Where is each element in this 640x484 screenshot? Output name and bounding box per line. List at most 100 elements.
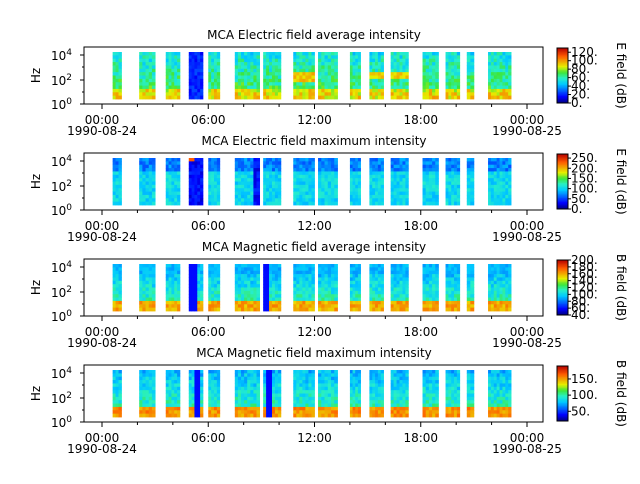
heatmap-cell bbox=[423, 86, 427, 90]
heatmap-cell bbox=[250, 414, 254, 418]
heatmap-cell bbox=[355, 288, 358, 292]
heatmap-cell bbox=[488, 96, 491, 100]
heatmap-cell bbox=[328, 202, 332, 206]
heatmap-cell bbox=[391, 397, 394, 401]
heatmap-cell bbox=[244, 55, 248, 59]
heatmap-cell bbox=[502, 178, 505, 182]
heatmap-cell bbox=[308, 178, 311, 182]
heatmap-cell bbox=[152, 377, 156, 381]
heatmap-cell bbox=[321, 390, 325, 394]
heatmap-cell bbox=[214, 92, 217, 96]
heatmap-cell bbox=[238, 185, 242, 189]
heatmap-cell bbox=[217, 377, 220, 381]
heatmap-cell bbox=[494, 383, 497, 387]
heatmap-cell bbox=[113, 92, 116, 96]
heatmap-cell bbox=[238, 271, 242, 275]
heatmap-cell bbox=[429, 161, 433, 165]
heatmap-cell bbox=[116, 291, 119, 295]
heatmap-cell bbox=[488, 387, 491, 391]
heatmap-cell bbox=[293, 195, 296, 199]
heatmap-cell bbox=[318, 414, 322, 418]
heatmap-cell bbox=[435, 82, 439, 86]
heatmap-cell bbox=[470, 400, 474, 404]
heatmap-cell bbox=[397, 284, 400, 288]
heatmap-cell bbox=[470, 373, 474, 377]
heatmap-cell bbox=[325, 410, 329, 414]
heatmap-cell bbox=[272, 192, 275, 196]
heatmap-cell bbox=[405, 72, 408, 76]
heatmap-cell bbox=[247, 69, 251, 73]
heatmap-cell bbox=[429, 62, 433, 66]
heatmap-cell bbox=[189, 165, 192, 169]
heatmap-cell bbox=[451, 59, 454, 63]
heatmap-cell bbox=[491, 291, 494, 295]
heatmap-cell bbox=[325, 55, 329, 59]
heatmap-cell bbox=[139, 377, 143, 381]
heatmap-cell bbox=[235, 79, 239, 83]
heatmap-cell bbox=[253, 52, 257, 56]
heatmap-cell bbox=[263, 52, 266, 56]
heatmap-cell bbox=[381, 182, 384, 186]
heatmap-cell bbox=[194, 59, 197, 63]
heatmap-cell bbox=[194, 373, 197, 377]
heatmap-cell bbox=[244, 171, 248, 175]
heatmap-cell bbox=[146, 298, 150, 302]
heatmap-cell bbox=[355, 291, 358, 295]
heatmap-cell bbox=[296, 281, 299, 285]
heatmap-cell bbox=[426, 192, 430, 196]
heatmap-cell bbox=[394, 288, 397, 292]
heatmap-cell bbox=[391, 168, 394, 172]
heatmap-cell bbox=[235, 62, 239, 66]
heatmap-cell bbox=[353, 86, 356, 90]
heatmap-cell bbox=[457, 171, 460, 175]
heatmap-cell bbox=[217, 271, 220, 275]
heatmap-cell bbox=[470, 79, 474, 83]
heatmap-cell bbox=[269, 291, 272, 295]
heatmap-cell bbox=[378, 192, 381, 196]
heatmap-cell bbox=[177, 301, 180, 305]
heatmap-cell bbox=[454, 59, 457, 63]
heatmap-cell bbox=[235, 277, 239, 281]
heatmap-cell bbox=[470, 267, 474, 271]
heatmap-cell bbox=[194, 390, 197, 394]
heatmap-cell bbox=[435, 373, 439, 377]
heatmap-cell bbox=[238, 182, 242, 186]
heatmap-cell bbox=[381, 92, 384, 96]
heatmap-cell bbox=[169, 397, 172, 401]
heatmap-cell bbox=[250, 188, 254, 192]
heatmap-cell bbox=[488, 298, 491, 302]
heatmap-cell bbox=[378, 171, 381, 175]
heatmap-cell bbox=[166, 397, 169, 401]
heatmap-cell bbox=[318, 397, 322, 401]
heatmap-cell bbox=[491, 158, 494, 162]
heatmap-cell bbox=[253, 158, 257, 162]
heatmap-cell bbox=[247, 182, 251, 186]
heatmap-cell bbox=[139, 390, 143, 394]
heatmap-cell bbox=[423, 178, 427, 182]
heatmap-cell bbox=[331, 55, 335, 59]
heatmap-cell bbox=[470, 52, 474, 56]
heatmap-cell bbox=[266, 288, 269, 292]
heatmap-cell bbox=[423, 158, 427, 162]
heatmap-cell bbox=[491, 79, 494, 83]
heatmap-cell bbox=[308, 82, 311, 86]
heatmap-cell bbox=[275, 410, 278, 414]
heatmap-cell bbox=[149, 92, 153, 96]
heatmap-cell bbox=[454, 383, 457, 387]
heatmap-cell bbox=[378, 195, 381, 199]
heatmap-cell bbox=[241, 380, 245, 384]
heatmap-cell bbox=[446, 76, 449, 80]
heatmap-cell bbox=[194, 165, 197, 169]
heatmap-cell bbox=[328, 82, 332, 86]
heatmap-cell bbox=[508, 82, 511, 86]
heatmap-cell bbox=[318, 380, 322, 384]
heatmap-cell bbox=[257, 277, 261, 281]
heatmap-cell bbox=[494, 182, 497, 186]
heatmap-cell bbox=[217, 380, 220, 384]
heatmap-cell bbox=[467, 182, 471, 186]
heatmap-cell bbox=[217, 373, 220, 377]
heatmap-cell bbox=[405, 86, 408, 90]
heatmap-cell bbox=[266, 195, 269, 199]
heatmap-cell bbox=[142, 380, 146, 384]
heatmap-cell bbox=[321, 407, 325, 411]
